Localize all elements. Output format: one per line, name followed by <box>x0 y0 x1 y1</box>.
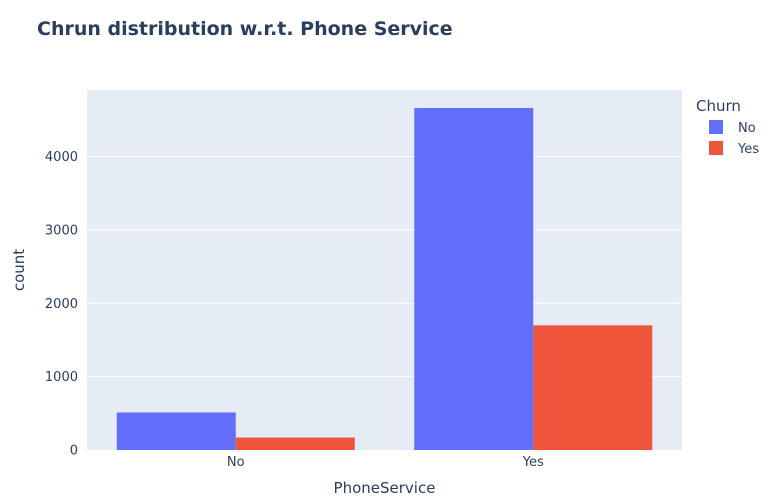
x-tick-label: Yes <box>522 455 544 470</box>
y-tick-label: 2000 <box>45 297 78 312</box>
chart-title: Chrun distribution w.r.t. Phone Service <box>37 18 453 40</box>
legend-label-no[interactable]: No <box>738 121 756 136</box>
y-tick-label: 0 <box>70 444 78 459</box>
x-tick-label: No <box>227 455 245 470</box>
bar-yes-yes[interactable] <box>533 325 653 450</box>
y-tick-label: 3000 <box>45 223 78 238</box>
bar-no-yes[interactable] <box>414 107 534 451</box>
x-axis-ticks: No Yes <box>227 455 544 470</box>
bar-no-no[interactable] <box>116 412 236 450</box>
y-tick-label: 4000 <box>45 150 78 165</box>
bars[interactable] <box>116 107 653 451</box>
legend-title: Churn <box>696 97 741 115</box>
x-axis-title: PhoneService <box>334 479 436 497</box>
y-axis-title: count <box>10 249 28 291</box>
bar-yes-no[interactable] <box>235 437 355 450</box>
legend-swatch-no[interactable] <box>709 120 723 134</box>
legend-swatch-yes[interactable] <box>709 141 723 155</box>
y-axis-ticks: 0 1000 2000 3000 4000 <box>45 150 78 458</box>
legend[interactable]: Churn No Yes <box>696 97 759 157</box>
legend-label-yes[interactable]: Yes <box>737 142 759 157</box>
y-tick-label: 1000 <box>45 370 78 385</box>
